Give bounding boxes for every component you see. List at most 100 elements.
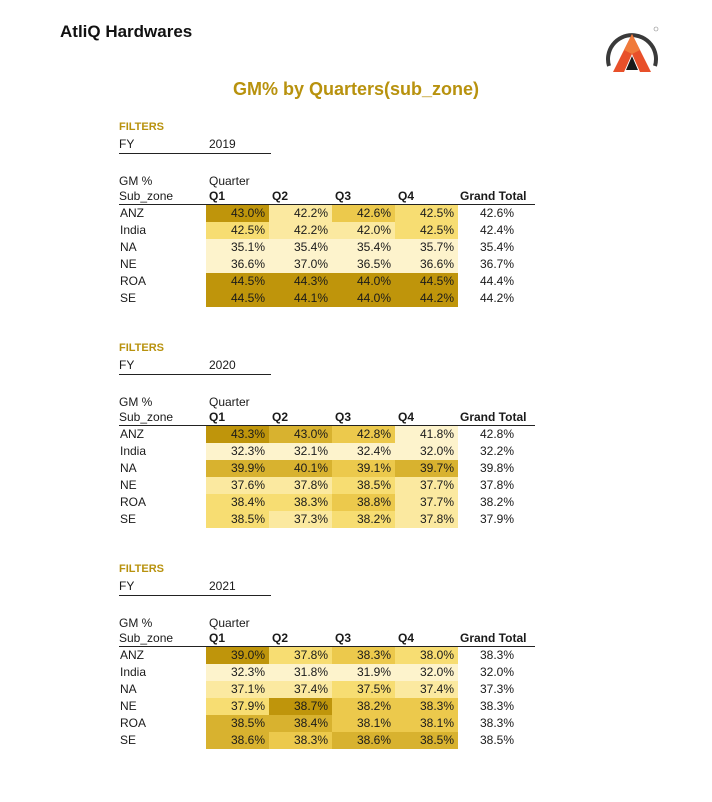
gm-cell-q3: 44.0% xyxy=(332,290,395,307)
gm-cell-q3: 38.2% xyxy=(332,511,395,528)
table-row: NA 35.1% 35.4% 35.4% 35.7% 35.4% xyxy=(119,239,539,256)
gm-cell-q3: 42.0% xyxy=(332,222,395,239)
table-rows: ANZ 43.3% 43.0% 42.8% 41.8% 42.8% India 32.3% 32… xyxy=(119,426,539,528)
sub-zone-name: SE xyxy=(120,733,137,747)
gm-cell-q1: 35.1% xyxy=(206,239,269,256)
grand-total-header: Grand Total xyxy=(460,410,527,424)
gm-cell-q4: 37.7% xyxy=(395,494,458,511)
grand-total-cell: 42.6% xyxy=(479,206,514,220)
table-row: SE 38.6% 38.3% 38.6% 38.5% 38.5% xyxy=(119,732,539,749)
gm-cell-q1: 37.6% xyxy=(206,477,269,494)
table-row: ANZ 43.3% 43.0% 42.8% 41.8% 42.8% xyxy=(119,426,539,443)
sub-zone-name: ROA xyxy=(120,716,147,730)
gm-cell-q3: 32.4% xyxy=(332,443,395,460)
grand-total-cell: 32.0% xyxy=(479,665,514,679)
grand-total-cell: 42.8% xyxy=(479,427,514,441)
sub-zone-name: NE xyxy=(120,699,137,713)
table-row: NE 37.6% 37.8% 38.5% 37.7% 37.8% xyxy=(119,477,539,494)
gm-cell-q1: 32.3% xyxy=(206,443,269,460)
gm-cell-q1: 32.3% xyxy=(206,664,269,681)
gm-cell-q4: 32.0% xyxy=(395,443,458,460)
q1-header: Q1 xyxy=(209,410,226,424)
sub-zone-header: Sub_zone xyxy=(119,189,174,203)
fy-filter-value[interactable]: 2019 xyxy=(209,137,236,151)
grand-total-cell: 37.3% xyxy=(479,682,514,696)
gm-cell-q2: 32.1% xyxy=(269,443,332,460)
gm-cell-q2: 37.4% xyxy=(269,681,332,698)
sub-zone-header: Sub_zone xyxy=(119,631,174,645)
gm-cell-q3: 42.8% xyxy=(332,426,395,443)
gm-cell-q3: 36.5% xyxy=(332,256,395,273)
grand-total-cell: 38.2% xyxy=(479,495,514,509)
sub-zone-name: ROA xyxy=(120,495,147,509)
q1-header: Q1 xyxy=(209,631,226,645)
header-divider xyxy=(119,646,535,647)
quarter-label: Quarter xyxy=(209,174,250,188)
gm-cell-q3: 37.5% xyxy=(332,681,395,698)
sub-zone-name: India xyxy=(120,444,147,458)
gm-cell-q4: 37.7% xyxy=(395,477,458,494)
gm-cell-q2: 38.3% xyxy=(269,494,332,511)
gm-cell-q2: 37.8% xyxy=(269,477,332,494)
gm-cell-q2: 44.3% xyxy=(269,273,332,290)
grand-total-cell: 38.3% xyxy=(479,648,514,662)
gm-cell-q3: 35.4% xyxy=(332,239,395,256)
table-row: ROA 44.5% 44.3% 44.0% 44.5% 44.4% xyxy=(119,273,539,290)
sub-zone-name: SE xyxy=(120,512,137,526)
gm-cell-q3: 38.3% xyxy=(332,647,395,664)
gm-cell-q2: 42.2% xyxy=(269,222,332,239)
gm-cell-q4: 44.2% xyxy=(395,290,458,307)
sub-zone-name: India xyxy=(120,665,147,679)
fy-filter-value[interactable]: 2021 xyxy=(209,579,236,593)
gm-cell-q1: 38.4% xyxy=(206,494,269,511)
sub-zone-name: ANZ xyxy=(120,648,144,662)
header-divider xyxy=(119,425,535,426)
fy-filter-value[interactable]: 2020 xyxy=(209,358,236,372)
fy-label: FY xyxy=(119,579,135,593)
header-divider xyxy=(119,204,535,205)
gm-cell-q1: 38.6% xyxy=(206,732,269,749)
gm-cell-q1: 38.5% xyxy=(206,715,269,732)
q3-header: Q3 xyxy=(335,410,352,424)
gm-cell-q4: 41.8% xyxy=(395,426,458,443)
gm-cell-q3: 44.0% xyxy=(332,273,395,290)
brand-name: AtliQ Hardwares xyxy=(60,22,193,41)
filter-divider xyxy=(119,595,271,596)
atliq-logo xyxy=(602,26,662,76)
gm-cell-q1: 43.0% xyxy=(206,205,269,222)
grand-total-cell: 44.2% xyxy=(479,291,514,305)
gm-cell-q1: 44.5% xyxy=(206,290,269,307)
table-row: India 42.5% 42.2% 42.0% 42.5% 42.4% xyxy=(119,222,539,239)
table-row: NA 37.1% 37.4% 37.5% 37.4% 37.3% xyxy=(119,681,539,698)
sub-zone-name: NA xyxy=(120,240,137,254)
q4-header: Q4 xyxy=(398,631,415,645)
table-row: SE 44.5% 44.1% 44.0% 44.2% 44.2% xyxy=(119,290,539,307)
filter-divider xyxy=(119,374,271,375)
gm-cell-q2: 31.8% xyxy=(269,664,332,681)
sub-zone-name: NA xyxy=(120,682,137,696)
gm-cell-q3: 42.6% xyxy=(332,205,395,222)
sub-zone-name: NE xyxy=(120,478,137,492)
gm-label: GM % xyxy=(119,616,153,630)
quarter-label: Quarter xyxy=(209,616,250,630)
table-row: ROA 38.5% 38.4% 38.1% 38.1% 38.3% xyxy=(119,715,539,732)
gm-cell-q1: 42.5% xyxy=(206,222,269,239)
gm-cell-q1: 43.3% xyxy=(206,426,269,443)
q4-header: Q4 xyxy=(398,410,415,424)
fy-label: FY xyxy=(119,358,135,372)
gm-cell-q4: 36.6% xyxy=(395,256,458,273)
gm-cell-q4: 38.5% xyxy=(395,732,458,749)
sub-zone-name: ANZ xyxy=(120,206,144,220)
grand-total-cell: 38.3% xyxy=(479,699,514,713)
table-row: ANZ 43.0% 42.2% 42.6% 42.5% 42.6% xyxy=(119,205,539,222)
q1-header: Q1 xyxy=(209,189,226,203)
table-row: ROA 38.4% 38.3% 38.8% 37.7% 38.2% xyxy=(119,494,539,511)
grand-total-cell: 37.8% xyxy=(479,478,514,492)
gm-cell-q3: 38.5% xyxy=(332,477,395,494)
gm-label: GM % xyxy=(119,395,153,409)
gm-cell-q3: 38.6% xyxy=(332,732,395,749)
gm-cell-q4: 38.3% xyxy=(395,698,458,715)
gm-cell-q4: 37.8% xyxy=(395,511,458,528)
gm-cell-q2: 42.2% xyxy=(269,205,332,222)
grand-total-header: Grand Total xyxy=(460,631,527,645)
